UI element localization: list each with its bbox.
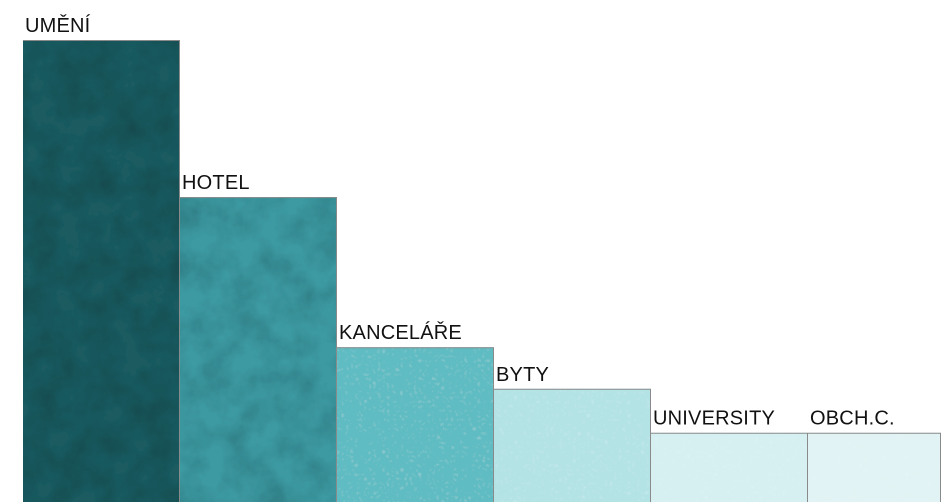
bar-label-university: UNIVERSITY xyxy=(653,408,775,430)
bar-hotel xyxy=(180,197,337,502)
bar-label-byty: BYTY xyxy=(496,364,549,386)
labels-layer: UMĚNÍ HOTEL KANCELÁŘE BYTY UNIVERSITY OBCH.C. xyxy=(25,14,895,430)
bar-label-obch-c: OBCH.C. xyxy=(810,408,895,430)
bar-edge-hotel xyxy=(180,197,337,502)
bar-label-hotel: HOTEL xyxy=(182,172,250,194)
bar-edge-umeni xyxy=(23,40,180,502)
bar-byty xyxy=(494,388,651,502)
bar-edge-kancelare xyxy=(337,347,494,502)
bar-university xyxy=(651,432,808,502)
bars-layer xyxy=(23,40,941,502)
bar-label-umeni: UMĚNÍ xyxy=(25,14,91,37)
bar-edge-byty xyxy=(494,388,651,502)
bar-edge-university xyxy=(651,432,808,502)
bar-kancelare xyxy=(337,347,494,502)
bar-umeni xyxy=(23,40,180,502)
bar-label-kancelare: KANCELÁŘE xyxy=(339,321,462,344)
bar-obch-c xyxy=(808,432,941,502)
